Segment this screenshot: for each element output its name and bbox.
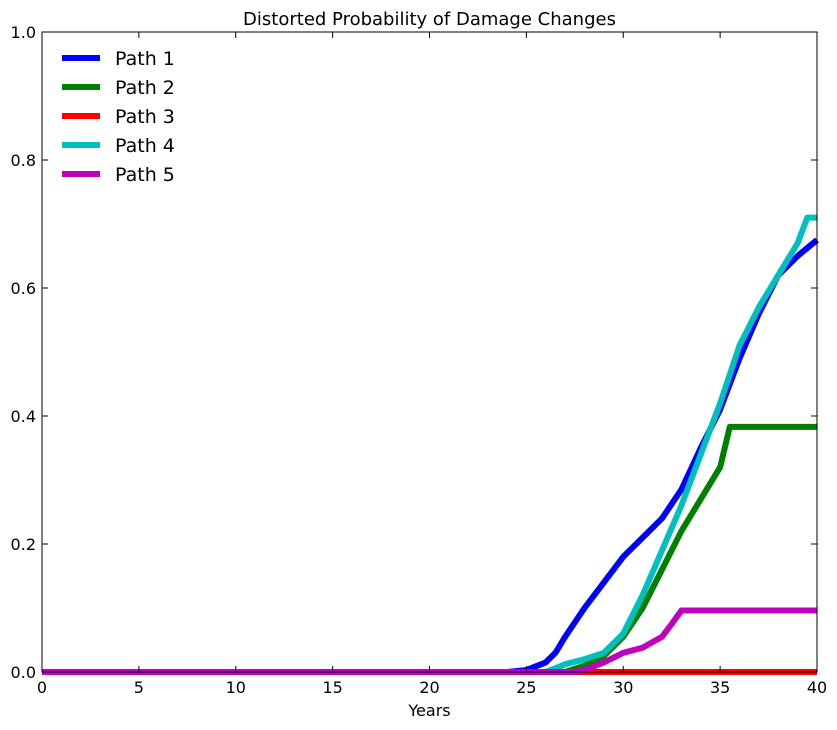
legend-label: Path 1 — [115, 48, 175, 70]
x-tick-label: 5 — [134, 678, 144, 697]
ticks-layer: 0 5 10 15 20 25 30 35 40 0.0 0.2 0.4 0.6 0.8 1.0 — [11, 23, 828, 697]
legend-label: Path 3 — [115, 106, 175, 128]
chart-title: Distorted Probability of Damage Changes — [243, 9, 616, 30]
legend-item: Path 5 — [62, 164, 175, 186]
legend-item: Path 3 — [62, 106, 175, 128]
series-line-path-4 — [42, 214, 817, 675]
legend-item: Path 2 — [62, 77, 175, 99]
x-tick-label: 40 — [807, 678, 827, 697]
legend-item: Path 4 — [62, 135, 175, 157]
y-tick-label: 0.8 — [11, 151, 36, 170]
x-tick-label: 0 — [37, 678, 47, 697]
series-line-path-5 — [42, 607, 817, 675]
x-tick-label: 10 — [226, 678, 246, 697]
x-tick-label: 35 — [710, 678, 730, 697]
x-tick-label: 25 — [516, 678, 536, 697]
x-tick-label: 15 — [322, 678, 342, 697]
legend-item: Path 1 — [62, 48, 175, 70]
x-axis-label: Years — [407, 701, 450, 720]
y-tick-label: 0.6 — [11, 279, 36, 298]
y-tick-label: 0.0 — [11, 663, 36, 682]
y-tick-label: 0.2 — [11, 535, 36, 554]
legend-label: Path 2 — [115, 77, 175, 99]
x-tick-label: 20 — [419, 678, 439, 697]
x-tick-label: 30 — [613, 678, 633, 697]
y-tick-label: 1.0 — [11, 23, 36, 42]
legend-label: Path 4 — [115, 135, 175, 157]
y-tick-label: 0.4 — [11, 407, 36, 426]
legend-label: Path 5 — [115, 164, 175, 186]
legend: Path 1 Path 2 Path 3 Path 4 Path 5 — [62, 48, 175, 186]
series-line-path-2 — [42, 423, 817, 675]
